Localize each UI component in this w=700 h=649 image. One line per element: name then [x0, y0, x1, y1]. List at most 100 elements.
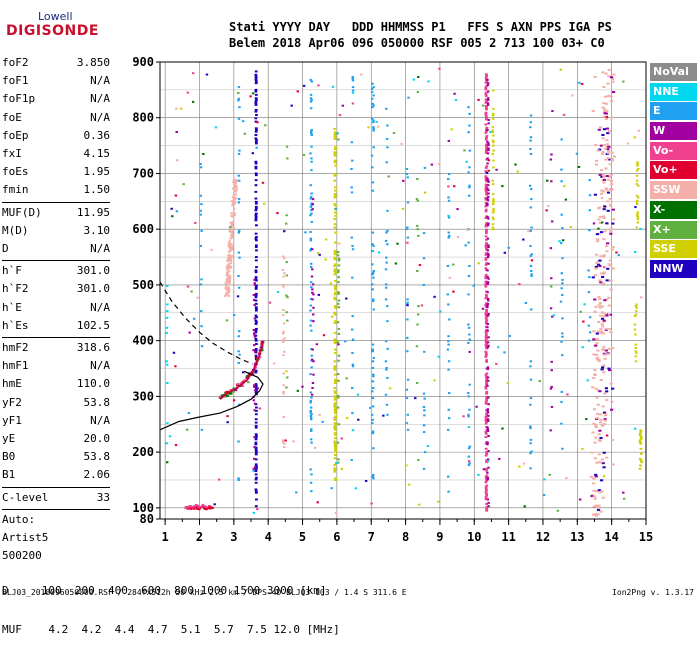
echo-point — [484, 243, 488, 246]
echo-point — [566, 393, 569, 396]
echo-point — [310, 441, 313, 444]
echo-point — [484, 496, 488, 499]
echo-point — [237, 117, 241, 120]
echo-point — [485, 379, 488, 382]
echo-point — [367, 126, 370, 129]
echo-point — [233, 212, 237, 215]
echo-point — [322, 334, 326, 337]
param-label: foEs — [2, 165, 29, 179]
echo-point — [484, 422, 488, 425]
echo-point — [485, 290, 488, 293]
echo-point — [282, 439, 285, 442]
echo-point — [337, 332, 341, 335]
legend-item-x: X- — [650, 200, 697, 219]
param-value: 102.5 — [76, 318, 110, 332]
echo-point — [371, 243, 374, 246]
model-profile-dashed-line — [159, 281, 253, 365]
echo-point — [603, 419, 607, 422]
echo-point — [604, 158, 608, 161]
echo-point — [602, 238, 606, 241]
echo-point — [446, 428, 450, 431]
echo-point — [406, 428, 410, 431]
echo-point — [452, 263, 455, 266]
echo-point — [486, 306, 489, 309]
echo-point — [485, 310, 488, 313]
echo-point — [233, 201, 237, 204]
echo-point — [610, 248, 614, 251]
echo-point — [385, 286, 388, 289]
echo-point — [486, 152, 490, 155]
echo-point — [208, 505, 211, 508]
echo-point — [376, 125, 380, 128]
echo-point — [254, 277, 258, 280]
echo-point — [209, 507, 212, 510]
echo-point — [635, 199, 639, 202]
echo-point — [333, 186, 337, 189]
echo-point — [485, 180, 488, 183]
echo-point — [255, 98, 258, 101]
echo-point — [313, 446, 317, 449]
echo-point — [354, 487, 358, 490]
echo-point — [486, 237, 490, 240]
echo-point — [486, 326, 489, 329]
echo-point — [605, 314, 609, 317]
echo-point — [468, 184, 471, 187]
echo-point — [484, 151, 488, 154]
echo-point — [600, 272, 604, 275]
echo-point — [617, 254, 620, 257]
echo-point — [550, 385, 553, 388]
echo-point — [372, 269, 375, 272]
echo-point — [311, 283, 315, 286]
echo-point — [254, 348, 258, 351]
echo-point — [312, 306, 315, 309]
echo-point — [602, 423, 607, 426]
echo-point — [609, 264, 613, 267]
echo-point — [336, 441, 340, 444]
echo-point — [477, 98, 480, 101]
echo-point — [529, 360, 533, 363]
echo-point — [334, 415, 338, 418]
echo-point — [309, 214, 312, 217]
echo-point — [487, 222, 490, 225]
echo-point — [310, 145, 313, 148]
echo-point — [310, 286, 313, 289]
echo-point — [530, 198, 533, 201]
param-value: N/A — [90, 92, 110, 106]
echo-point — [417, 234, 420, 237]
echo-point — [600, 175, 604, 178]
echo-point — [486, 199, 490, 202]
echo-point — [593, 310, 597, 313]
echo-point — [484, 238, 488, 241]
echo-point — [201, 505, 205, 508]
echo-point — [225, 278, 229, 281]
echo-point — [350, 191, 354, 194]
echo-point — [640, 461, 644, 464]
echo-point — [254, 197, 258, 200]
echo-point — [235, 188, 238, 191]
echo-point — [486, 408, 490, 411]
echo-point — [233, 180, 236, 183]
echo-point — [309, 309, 312, 312]
echo-point — [253, 303, 256, 306]
echo-point — [309, 107, 313, 110]
echo-point — [484, 138, 488, 141]
y-tick-label: 100 — [132, 501, 154, 515]
echo-point — [594, 159, 599, 162]
echo-point — [529, 264, 533, 267]
echo-point — [333, 311, 337, 314]
echo-point — [484, 487, 488, 490]
echo-point — [283, 442, 286, 445]
echo-point — [165, 310, 169, 313]
echo-point — [601, 106, 605, 109]
param-yf1: yF1 N/A — [2, 412, 110, 430]
echo-point — [351, 91, 355, 94]
legend-item-vo: Vo+ — [650, 161, 697, 180]
echo-point — [560, 422, 563, 425]
echo-point — [446, 264, 450, 267]
echo-point — [422, 283, 425, 286]
echo-point — [199, 505, 203, 508]
echo-point — [233, 202, 237, 205]
echo-point — [637, 129, 641, 132]
echo-point — [254, 292, 258, 295]
echo-point — [485, 372, 489, 375]
